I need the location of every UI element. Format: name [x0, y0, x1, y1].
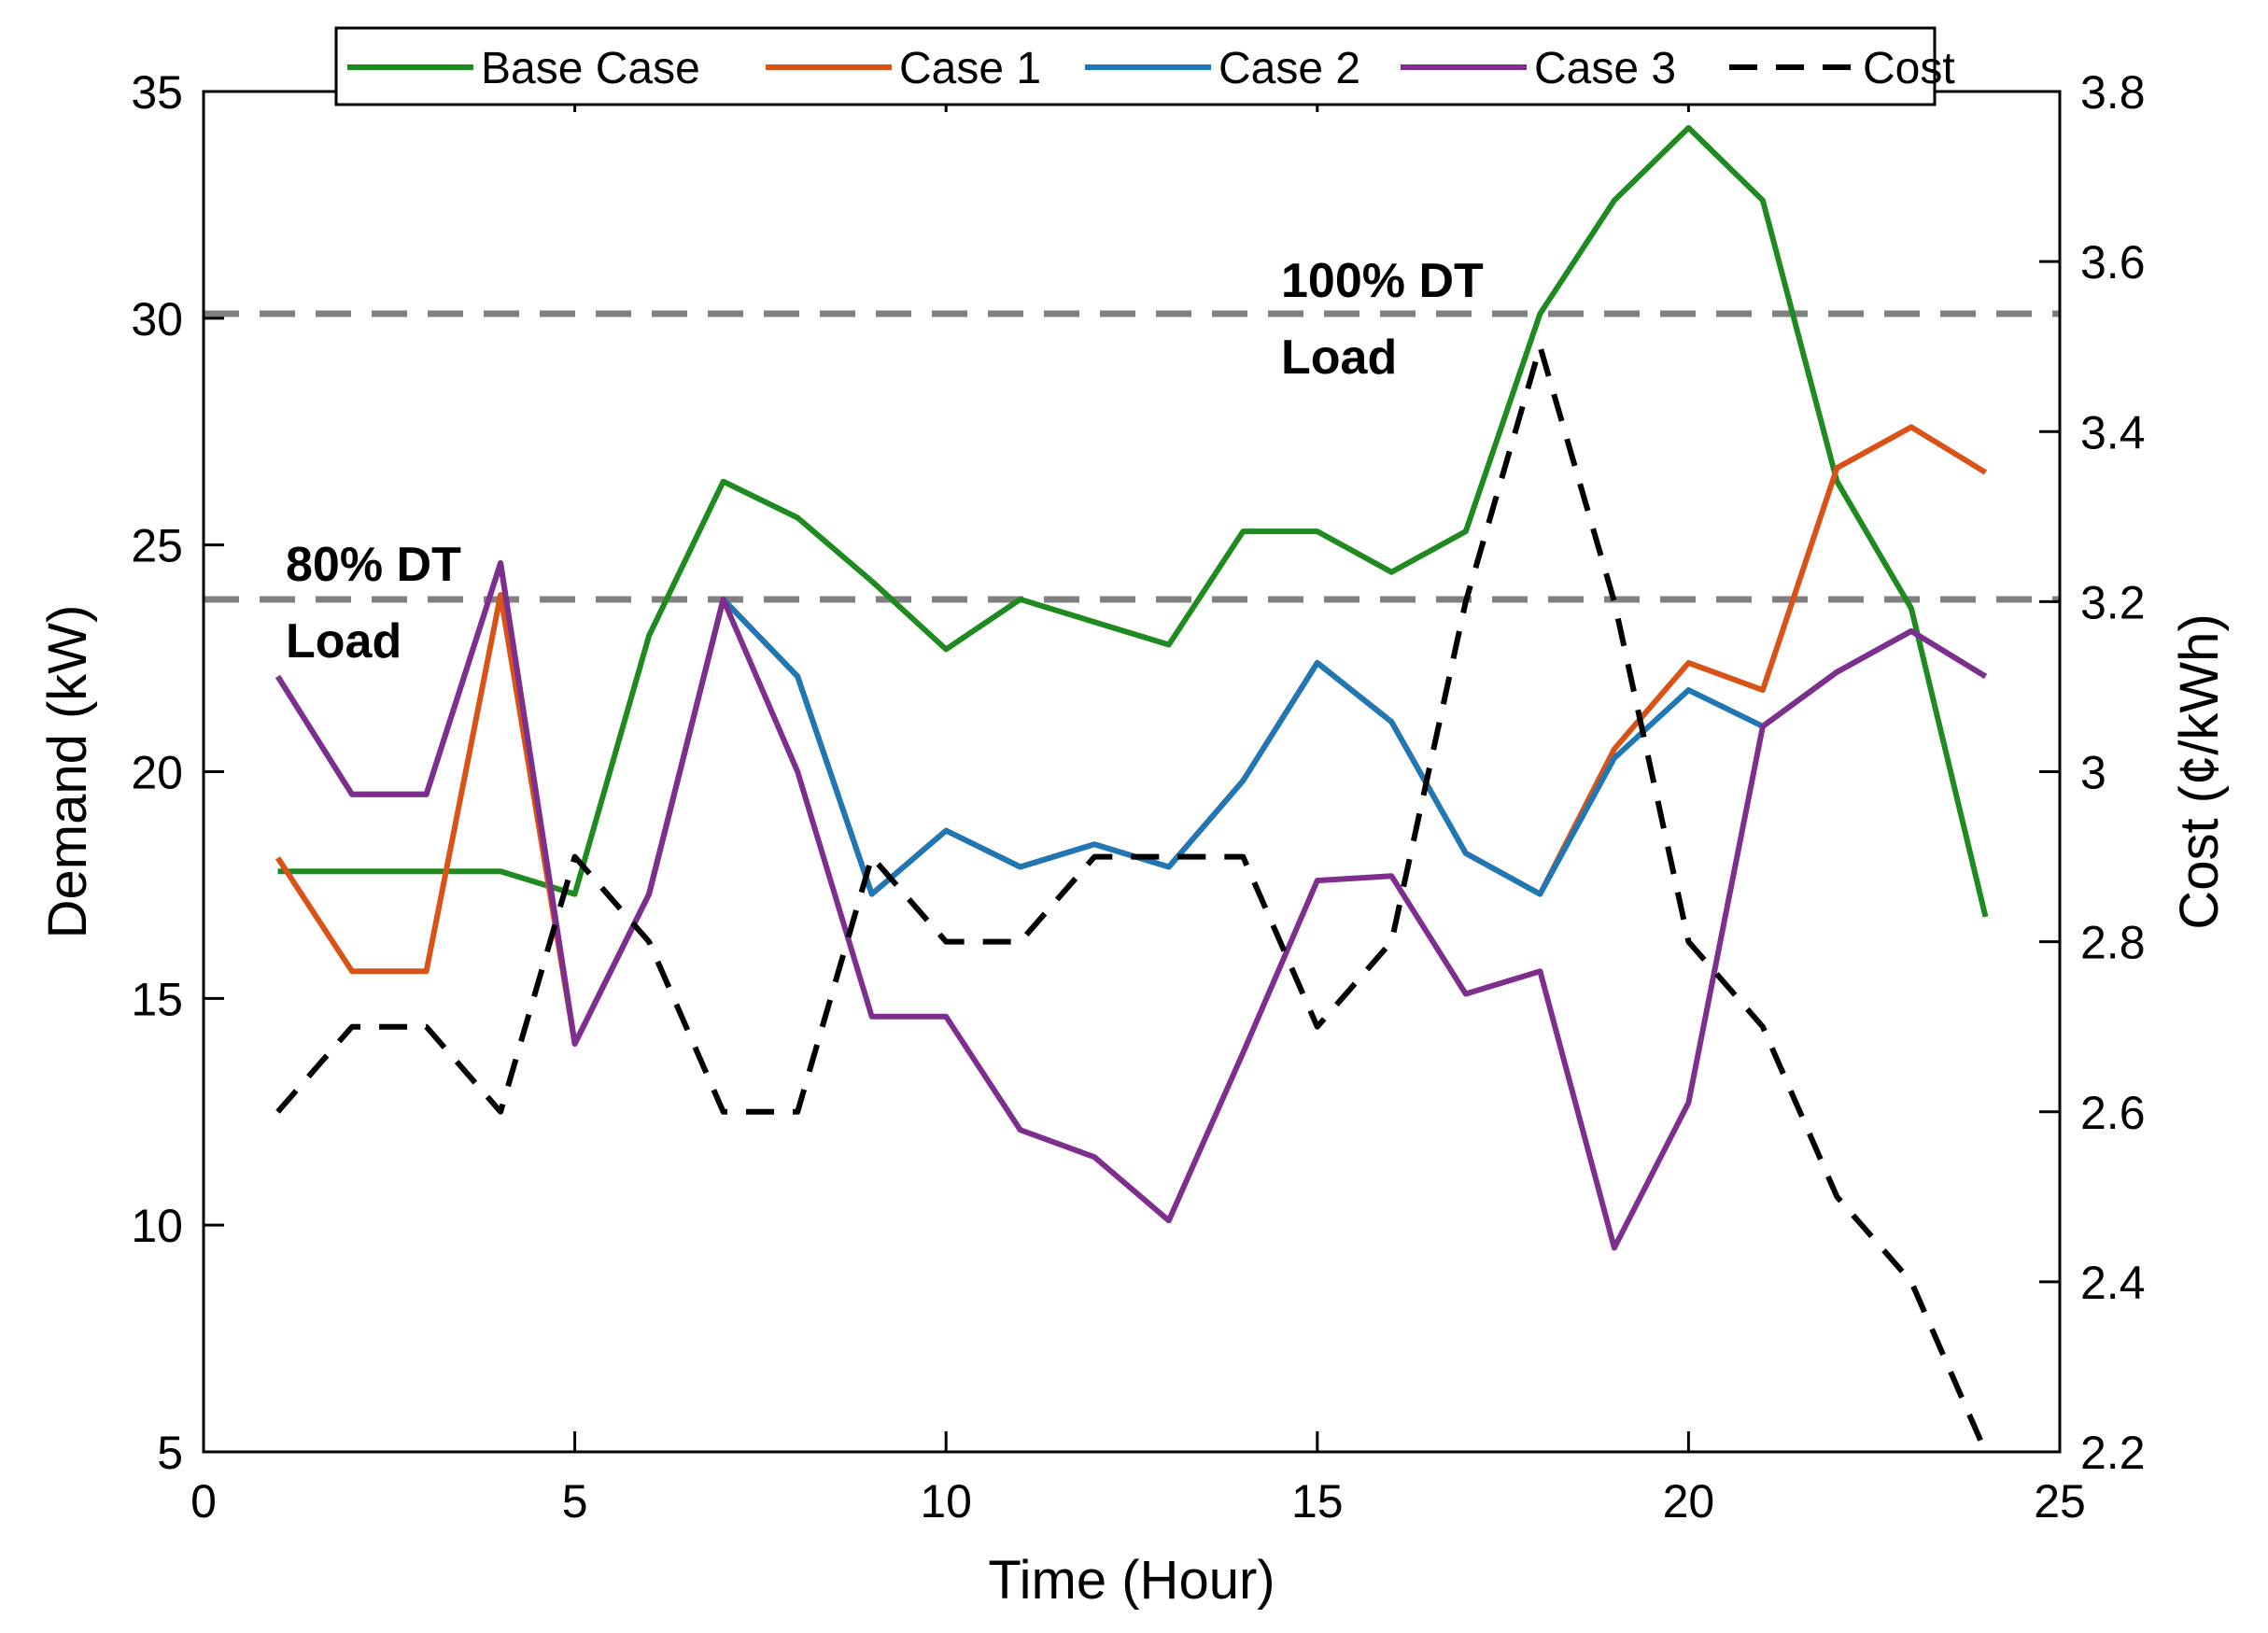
y-tick-label: 10: [131, 1200, 183, 1252]
y-tick-label: 5: [157, 1427, 183, 1479]
y2-tick-label: 2.2: [2080, 1427, 2146, 1479]
y2-tick-label: 3.8: [2080, 66, 2146, 119]
x-tick-label: 15: [1291, 1475, 1344, 1527]
x-tick-label: 25: [2034, 1475, 2086, 1527]
annotation-80-dt-load-line-1: Load: [286, 614, 401, 669]
series-line-case-3: [275, 560, 1988, 1251]
legend: Base Case Case 1 Case 2 Case 3 Cost: [334, 26, 1955, 106]
legend-label-case-1: Case 1: [899, 44, 1041, 93]
y2-tick-label: 3.6: [2080, 236, 2146, 289]
x-tick-label: 10: [920, 1475, 972, 1527]
annotations: 100% DT Load 80% DT Load: [286, 254, 1484, 669]
legend-label-cost: Cost: [1863, 44, 1955, 93]
axis-ticks: 0 5 10 15 20 2551015202530352.22.42.62.833.23…: [131, 66, 2145, 1527]
y-tick-label: 30: [131, 293, 183, 345]
y2-tick-label: 3.2: [2080, 576, 2146, 628]
y-tick-label: 20: [131, 747, 183, 799]
y2-tick-label: 2.4: [2080, 1257, 2146, 1309]
x-tick-label: 0: [190, 1475, 217, 1527]
annotation-100-dt-load-line-1: Load: [1281, 331, 1397, 385]
y-tick-label: 25: [131, 520, 183, 572]
annotation-100-dt-load-line-0: 100% DT: [1281, 254, 1484, 308]
legend-label-case-3: Case 3: [1534, 44, 1676, 93]
reference-lines: [204, 310, 2060, 603]
series-line-cost: [275, 344, 1989, 1454]
y2-axis-label: Cost (¢/kWh): [2169, 613, 2230, 929]
y2-tick-label: 2.8: [2080, 917, 2146, 969]
y-axis-label: Demand (kW): [37, 605, 98, 939]
y2-tick-label: 3: [2080, 747, 2106, 799]
y2-tick-label: 3.4: [2080, 406, 2146, 458]
legend-label-base-case: Base Case: [481, 44, 700, 93]
legend-label-case-2: Case 2: [1219, 44, 1360, 93]
series-lines: [275, 124, 1989, 1454]
annotation-80-dt-load-line-0: 80% DT: [286, 538, 461, 592]
y-tick-label: 35: [131, 66, 183, 119]
y2-tick-label: 2.6: [2080, 1087, 2146, 1139]
x-tick-label: 20: [1663, 1475, 1715, 1527]
x-axis-label: Time (Hour): [988, 1550, 1275, 1611]
x-tick-label: 5: [562, 1475, 588, 1527]
y-tick-label: 15: [131, 973, 183, 1025]
